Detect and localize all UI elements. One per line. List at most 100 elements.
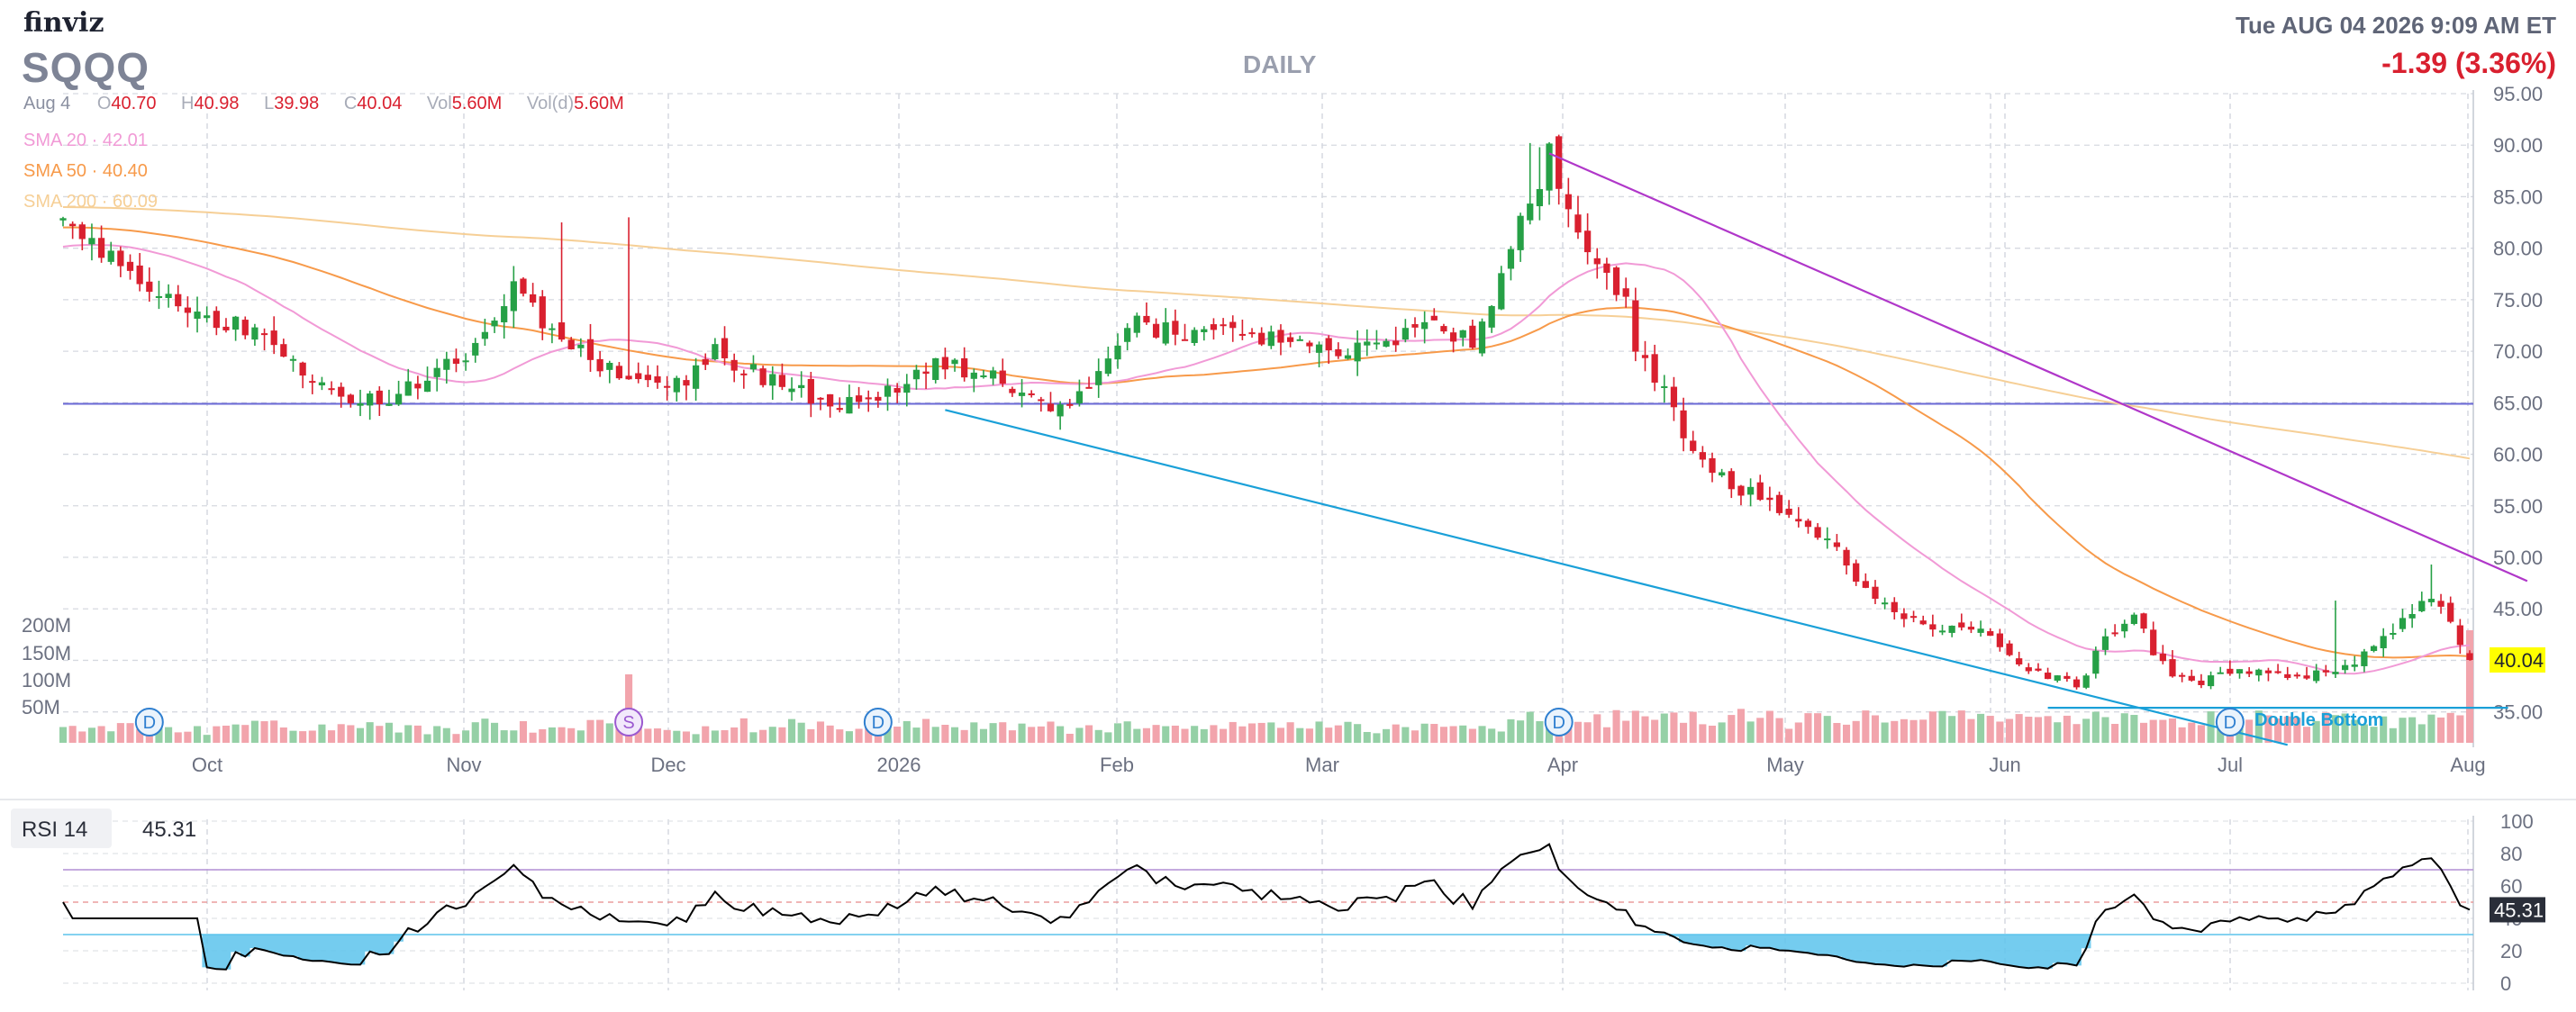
candle[interactable] bbox=[730, 353, 738, 383]
candle[interactable] bbox=[2351, 655, 2358, 672]
candle[interactable] bbox=[884, 378, 892, 411]
candle[interactable] bbox=[1028, 390, 1035, 398]
candle[interactable] bbox=[443, 351, 450, 384]
candle[interactable] bbox=[117, 246, 124, 277]
candle[interactable] bbox=[2111, 624, 2118, 637]
candle[interactable] bbox=[2150, 621, 2157, 656]
candle[interactable] bbox=[1009, 386, 1016, 397]
candle[interactable] bbox=[1392, 326, 1400, 352]
candle[interactable] bbox=[2313, 664, 2320, 683]
candle[interactable] bbox=[1948, 625, 1955, 637]
candle[interactable] bbox=[1891, 597, 1898, 620]
candle[interactable] bbox=[2322, 664, 2329, 677]
candle[interactable] bbox=[865, 390, 872, 412]
dividend-marker[interactable]: D bbox=[863, 708, 893, 736]
dividend-marker[interactable]: D bbox=[2215, 708, 2245, 736]
candle[interactable] bbox=[1143, 302, 1150, 325]
candle[interactable] bbox=[2130, 612, 2138, 626]
candle[interactable] bbox=[2179, 673, 2186, 682]
candle[interactable] bbox=[2466, 650, 2473, 661]
rsi-line[interactable] bbox=[62, 843, 2471, 971]
candle[interactable] bbox=[1220, 318, 1227, 336]
candle[interactable] bbox=[2447, 596, 2454, 624]
candle[interactable] bbox=[2121, 619, 2128, 638]
candle[interactable] bbox=[980, 369, 987, 379]
candle[interactable] bbox=[1919, 615, 1927, 626]
candle[interactable] bbox=[567, 337, 575, 350]
candle[interactable] bbox=[423, 366, 431, 393]
candle[interactable] bbox=[146, 267, 153, 303]
candle[interactable] bbox=[510, 266, 517, 329]
candle[interactable] bbox=[347, 393, 354, 408]
candle[interactable] bbox=[2188, 669, 2195, 682]
candle[interactable] bbox=[367, 391, 374, 420]
candle[interactable] bbox=[1181, 323, 1189, 341]
candle[interactable] bbox=[1373, 330, 1381, 350]
candle[interactable] bbox=[280, 339, 287, 357]
candle[interactable] bbox=[491, 317, 498, 333]
candle[interactable] bbox=[721, 326, 729, 366]
support-trendline[interactable] bbox=[945, 409, 2289, 746]
candle[interactable] bbox=[1814, 523, 1821, 540]
candle[interactable] bbox=[1766, 486, 1773, 511]
candle[interactable] bbox=[2456, 619, 2463, 655]
candle[interactable] bbox=[1411, 317, 1419, 338]
candle[interactable] bbox=[1909, 610, 1918, 623]
candle[interactable] bbox=[462, 353, 469, 371]
candle[interactable] bbox=[1258, 327, 1265, 347]
candle[interactable] bbox=[875, 392, 882, 408]
candle[interactable] bbox=[2025, 663, 2032, 674]
candle[interactable] bbox=[136, 253, 143, 292]
candle[interactable] bbox=[558, 222, 566, 342]
sma50-line[interactable] bbox=[62, 226, 2471, 659]
candle[interactable] bbox=[1315, 341, 1323, 367]
candle[interactable] bbox=[414, 375, 422, 400]
candle[interactable] bbox=[357, 389, 364, 417]
candle[interactable] bbox=[2044, 667, 2052, 680]
candle[interactable] bbox=[2217, 666, 2224, 674]
candle[interactable] bbox=[1364, 329, 1371, 357]
sma200-line[interactable] bbox=[62, 206, 2471, 460]
candle[interactable] bbox=[1632, 287, 1639, 362]
candle[interactable] bbox=[941, 348, 948, 380]
candle[interactable] bbox=[1929, 614, 1937, 637]
candle[interactable] bbox=[520, 276, 527, 297]
candle[interactable] bbox=[740, 369, 748, 389]
candle[interactable] bbox=[1853, 559, 1860, 586]
candle[interactable] bbox=[1124, 322, 1131, 351]
candle[interactable] bbox=[961, 347, 968, 382]
candle[interactable] bbox=[702, 353, 709, 371]
candle[interactable] bbox=[1430, 308, 1438, 321]
candle[interactable] bbox=[1133, 312, 1140, 338]
resistance-trendline[interactable] bbox=[1548, 152, 2528, 583]
candle[interactable] bbox=[1238, 319, 1247, 340]
candle[interactable] bbox=[1152, 318, 1160, 339]
candle[interactable] bbox=[999, 358, 1006, 387]
candle[interactable] bbox=[1958, 613, 1965, 631]
candle[interactable] bbox=[1804, 519, 1812, 534]
candle[interactable] bbox=[433, 358, 440, 392]
candle[interactable] bbox=[1967, 621, 1975, 634]
candle[interactable] bbox=[932, 357, 939, 384]
candle[interactable] bbox=[1104, 346, 1111, 377]
rsi-label-box[interactable] bbox=[11, 809, 112, 848]
candle[interactable] bbox=[299, 361, 306, 389]
candle[interactable] bbox=[664, 375, 671, 401]
candle[interactable] bbox=[1038, 396, 1045, 412]
candle[interactable] bbox=[1843, 547, 1850, 575]
candle[interactable] bbox=[1488, 304, 1495, 333]
candle[interactable] bbox=[530, 283, 537, 307]
candle[interactable] bbox=[1229, 315, 1237, 342]
candle[interactable] bbox=[213, 306, 220, 336]
candle[interactable] bbox=[769, 366, 776, 401]
candle[interactable] bbox=[673, 375, 680, 402]
candle[interactable] bbox=[1296, 335, 1303, 341]
candle[interactable] bbox=[2418, 592, 2426, 612]
candle[interactable] bbox=[97, 225, 105, 263]
candle[interactable] bbox=[2035, 663, 2042, 672]
candle[interactable] bbox=[309, 374, 316, 394]
candle[interactable] bbox=[2207, 671, 2215, 690]
candle[interactable] bbox=[1996, 628, 2003, 652]
finviz-logo[interactable]: finviz bbox=[23, 7, 104, 39]
candle[interactable] bbox=[395, 380, 403, 406]
